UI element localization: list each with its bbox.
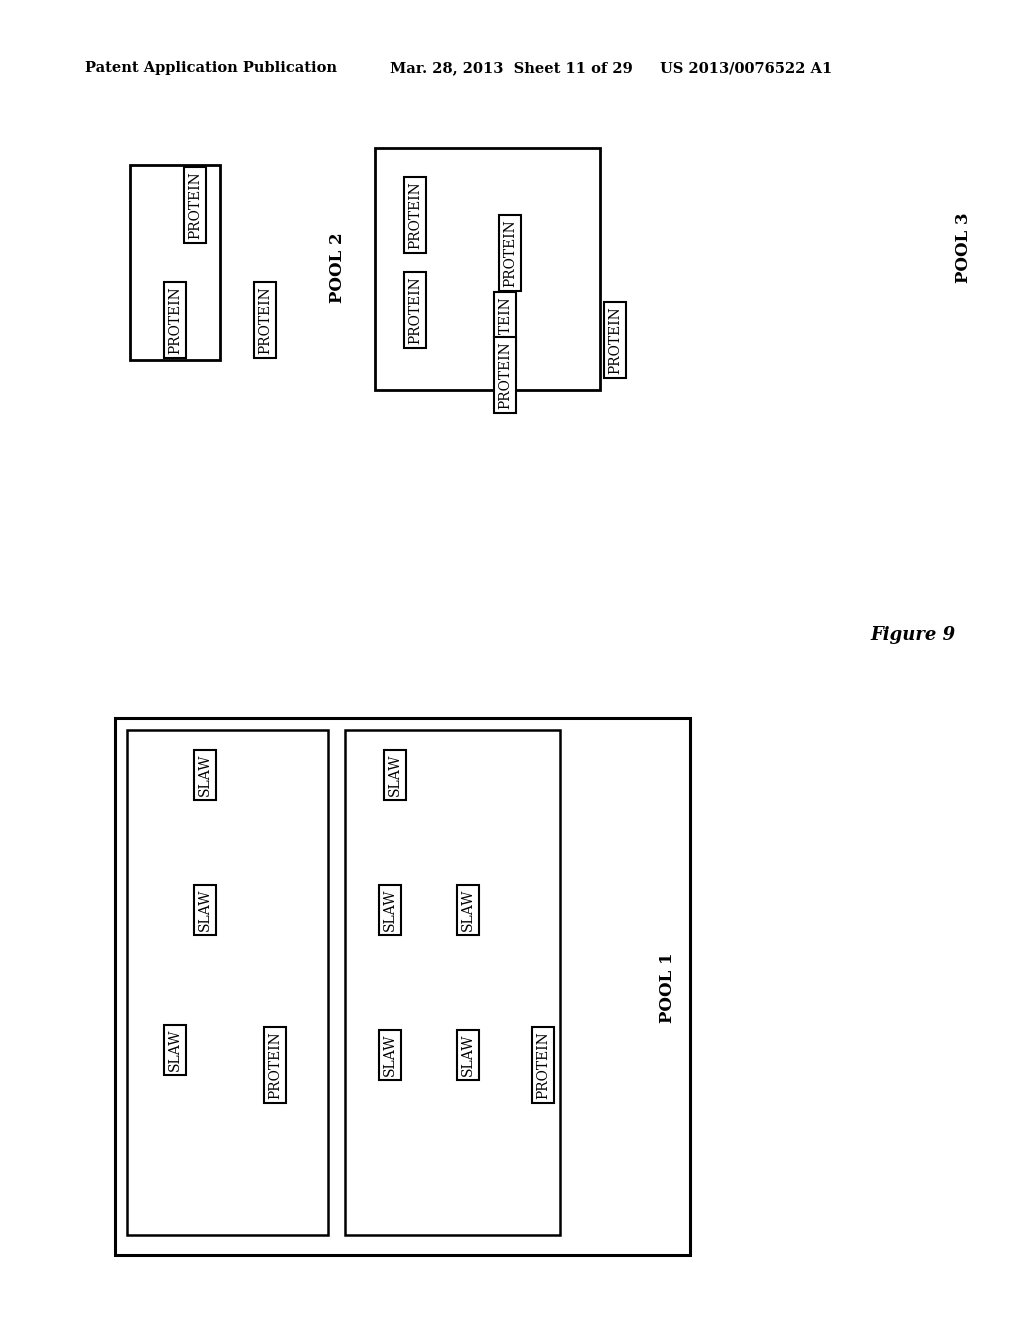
Text: SLAW: SLAW [168,1028,182,1072]
Text: PROTEIN: PROTEIN [503,219,517,286]
Text: SLAW: SLAW [383,1034,397,1076]
Text: POOL 1: POOL 1 [659,953,677,1023]
Bar [345,730,560,1236]
Bar [375,148,600,389]
Text: SLAW: SLAW [461,1034,475,1076]
Text: SLAW: SLAW [383,888,397,931]
Text: SLAW: SLAW [198,754,212,796]
Text: PROTEIN: PROTEIN [498,341,512,409]
Bar [115,718,690,1255]
Text: PROTEIN: PROTEIN [258,286,272,354]
Text: Figure 9: Figure 9 [870,626,955,644]
Text: PROTEIN: PROTEIN [408,276,422,345]
Text: POOL 3: POOL 3 [954,213,972,284]
Text: PROTEIN: PROTEIN [498,296,512,364]
Text: POOL 2: POOL 2 [330,232,346,304]
Text: Patent Application Publication: Patent Application Publication [85,61,337,75]
Text: PROTEIN: PROTEIN [408,181,422,249]
Text: PROTEIN: PROTEIN [268,1031,282,1098]
Text: PROTEIN: PROTEIN [608,306,622,374]
Text: US 2013/0076522 A1: US 2013/0076522 A1 [660,61,833,75]
Text: SLAW: SLAW [198,888,212,931]
Text: PROTEIN: PROTEIN [168,286,182,354]
Text: PROTEIN: PROTEIN [536,1031,550,1098]
Bar [127,730,328,1236]
Text: PROTEIN: PROTEIN [188,172,202,239]
Bar [130,165,220,360]
Text: SLAW: SLAW [388,754,402,796]
Text: SLAW: SLAW [461,888,475,931]
Text: Mar. 28, 2013  Sheet 11 of 29: Mar. 28, 2013 Sheet 11 of 29 [390,61,633,75]
